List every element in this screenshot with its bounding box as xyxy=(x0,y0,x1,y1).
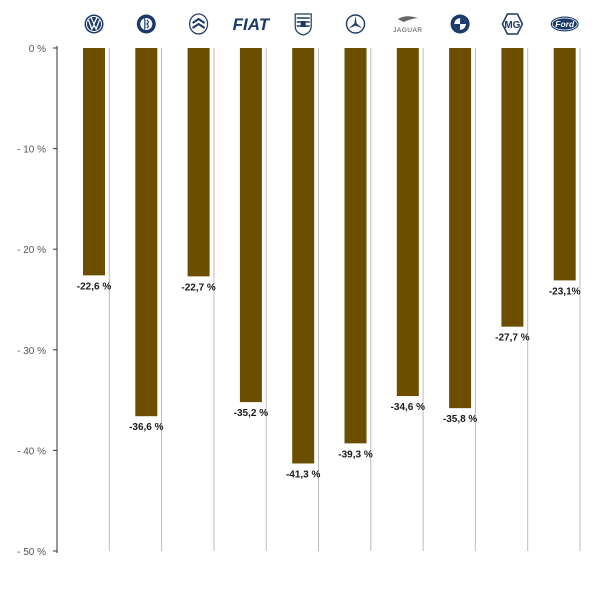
y-tick-label: 0 % xyxy=(29,44,46,55)
data-label: -39,3 % xyxy=(338,449,373,460)
data-label: -41,3 % xyxy=(286,469,321,480)
data-label: -22,7 % xyxy=(181,282,216,293)
jaguar-logo-icon: Jaguar JAGUAR xyxy=(393,16,422,34)
logo-ring xyxy=(86,16,102,32)
mercedes-logo-icon: Mercedes-Benz xyxy=(345,14,366,34)
logo-star-arm xyxy=(348,23,357,29)
bar xyxy=(396,48,419,397)
bar xyxy=(239,48,262,403)
bar xyxy=(292,48,315,464)
logo-serpent xyxy=(145,19,149,29)
ford-logo-icon: Ford Ford xyxy=(550,16,579,32)
data-label: -36,6 % xyxy=(129,422,164,433)
data-label: -35,2 % xyxy=(234,408,269,419)
logo-quarter xyxy=(460,18,466,24)
y-tick-label: - 50 % xyxy=(17,547,46,558)
logo-horse xyxy=(300,21,306,27)
logo-ring xyxy=(189,13,209,35)
bar xyxy=(187,48,210,277)
logo-cat xyxy=(397,16,418,22)
logo-ring xyxy=(345,14,366,34)
fiat-logo-icon: FiatFIAT xyxy=(233,15,271,34)
logo-oval-ring xyxy=(551,17,578,31)
porsche-logo-icon: Porsche xyxy=(294,13,312,36)
logo-wordmark: MG xyxy=(504,20,520,31)
mg-logo-icon: MG MG xyxy=(501,13,524,35)
data-label: -23,1% xyxy=(549,286,581,297)
data-label: -22,6 % xyxy=(77,281,112,292)
logo-chevron xyxy=(192,17,206,24)
alfa-romeo-logo-icon: Alfa Romeo xyxy=(136,14,156,34)
y-tick-label: - 30 % xyxy=(17,346,46,357)
bar xyxy=(344,48,367,444)
logo-quarter xyxy=(454,24,461,30)
citroen-logo-icon: Citroën xyxy=(189,13,209,35)
y-tick-label: - 40 % xyxy=(17,446,46,457)
y-tick-label: - 20 % xyxy=(17,245,46,256)
bar xyxy=(449,48,472,409)
bmw-logo-icon: BMW xyxy=(450,14,470,34)
y-tick-label: - 10 % xyxy=(17,145,46,156)
logo-star-arm xyxy=(354,16,357,24)
logo-oval xyxy=(550,16,579,32)
logo-v xyxy=(90,17,98,26)
bar xyxy=(83,48,105,276)
bar xyxy=(553,48,576,281)
logo-octagon xyxy=(501,13,524,35)
bar xyxy=(135,48,158,417)
data-label: -34,6 % xyxy=(391,402,426,413)
bar xyxy=(501,48,524,327)
logo-wordmark: Ford xyxy=(555,19,575,29)
data-label: -35,8 % xyxy=(443,414,478,425)
logo-shield xyxy=(294,13,312,36)
logo-star-arm xyxy=(354,23,363,29)
data-label: -27,7 % xyxy=(495,333,530,344)
logo-wordmark: FIAT xyxy=(233,15,271,34)
logo-chevron xyxy=(192,22,206,29)
vw-logo-icon: Volkswagen xyxy=(84,14,104,34)
logo-wordmark: JAGUAR xyxy=(393,27,422,34)
